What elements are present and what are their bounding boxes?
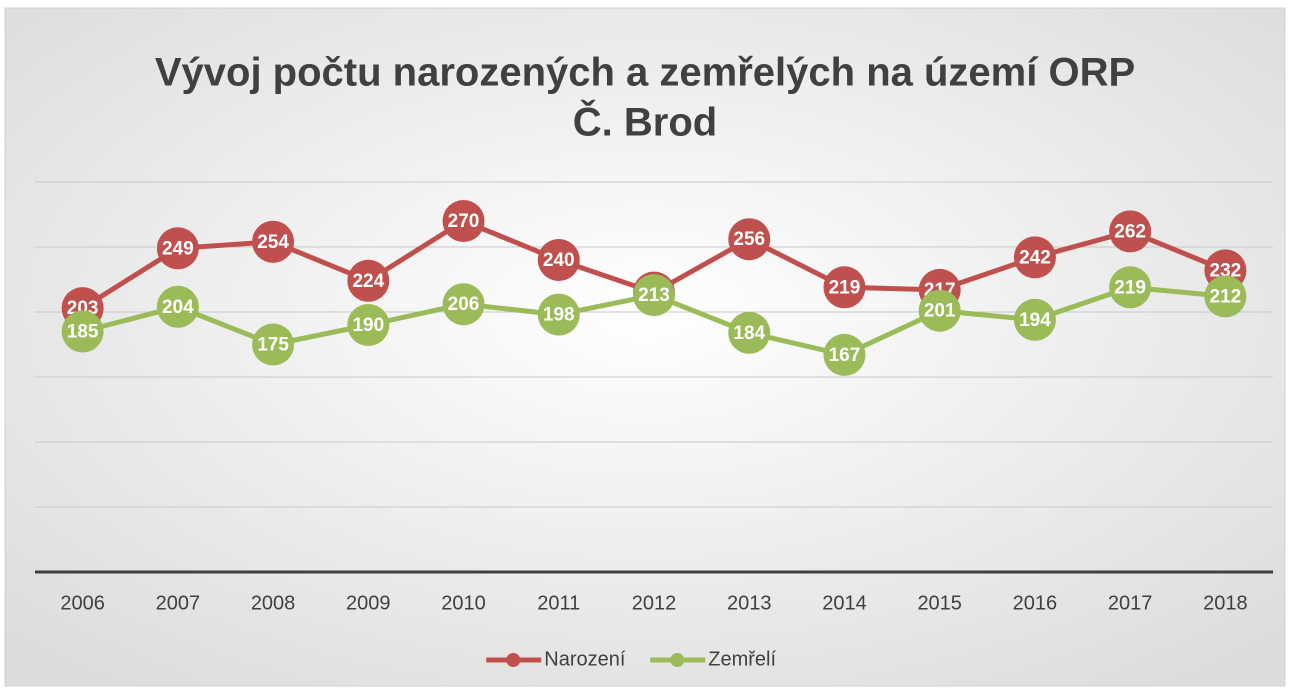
data-point [1109, 210, 1152, 253]
data-point [442, 283, 485, 326]
data-label: 212 [1210, 286, 1242, 307]
x-tick-label: 2009 [346, 592, 391, 614]
data-label: 232 [1210, 260, 1242, 281]
data-label: 219 [829, 277, 861, 298]
x-tick-label: 2008 [251, 592, 296, 614]
data-point [252, 220, 295, 263]
data-label: 190 [352, 315, 384, 336]
data-point [252, 323, 295, 366]
data-label: 219 [1114, 277, 1146, 298]
data-point [1109, 266, 1152, 309]
data-label: 213 [638, 285, 670, 306]
data-label: 262 [1114, 221, 1146, 242]
data-label: 206 [448, 294, 480, 315]
data-point [347, 259, 390, 302]
x-tick-label: 2016 [1013, 592, 1058, 614]
data-point [1204, 275, 1247, 318]
data-point [442, 200, 485, 242]
data-label: 270 [448, 211, 480, 232]
chart-title: Č. Brod [573, 99, 717, 145]
data-label: 201 [924, 301, 956, 322]
x-tick-label: 2018 [1203, 592, 1248, 614]
data-point [537, 239, 580, 281]
data-point [633, 274, 675, 317]
data-point [728, 311, 771, 354]
data-label: 242 [1019, 247, 1051, 268]
chart-title: Vývoj počtu narozených a zemřelých na úz… [155, 51, 1135, 95]
data-point [823, 266, 866, 309]
data-label: 249 [162, 238, 194, 259]
data-point [1013, 236, 1056, 279]
x-tick-label: 2017 [1108, 592, 1153, 614]
x-tick-label: 2010 [441, 592, 486, 614]
legend-swatch [506, 653, 521, 667]
data-point [156, 227, 199, 270]
data-point [918, 289, 961, 332]
data-point [823, 333, 866, 376]
data-label: 204 [162, 297, 194, 318]
data-label: 198 [543, 305, 575, 326]
data-point [347, 304, 390, 346]
legend-swatch [670, 653, 685, 667]
legend-label: Zemřelí [708, 648, 776, 670]
data-point [728, 218, 771, 261]
data-label: 254 [257, 232, 289, 253]
data-point [537, 293, 580, 336]
x-tick-label: 2011 [537, 592, 580, 614]
data-label: 194 [1019, 310, 1051, 331]
data-point [61, 310, 104, 353]
data-point [1013, 298, 1056, 341]
data-point [156, 285, 199, 328]
data-label: 175 [257, 335, 289, 356]
data-label: 184 [733, 323, 765, 344]
x-tick-label: 2013 [727, 592, 772, 614]
x-tick-label: 2006 [60, 592, 105, 614]
legend-label: Narození [544, 648, 626, 670]
data-label: 256 [733, 229, 765, 250]
data-label: 224 [352, 271, 384, 292]
x-tick-label: 2007 [156, 592, 201, 614]
data-label: 167 [829, 345, 861, 366]
data-label: 185 [67, 322, 99, 343]
data-label: 240 [543, 250, 575, 271]
x-tick-label: 2012 [632, 592, 677, 614]
x-tick-label: 2015 [917, 592, 962, 614]
x-tick-label: 2014 [822, 592, 867, 614]
